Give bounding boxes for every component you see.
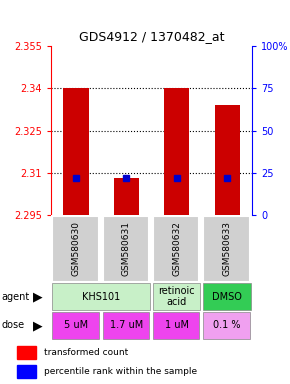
Bar: [153, 216, 200, 281]
Bar: [52, 283, 150, 310]
Bar: [17, 365, 36, 378]
Text: 0.1 %: 0.1 %: [213, 320, 241, 331]
Text: dose: dose: [1, 320, 25, 331]
Text: DMSO: DMSO: [212, 291, 242, 302]
Bar: [153, 283, 200, 310]
Text: percentile rank within the sample: percentile rank within the sample: [44, 367, 197, 376]
Bar: [153, 312, 200, 339]
Text: GSM580631: GSM580631: [122, 221, 131, 276]
Bar: [164, 88, 189, 215]
Text: ▶: ▶: [33, 319, 43, 332]
Text: KHS101: KHS101: [82, 291, 120, 302]
Text: GSM580630: GSM580630: [71, 221, 80, 276]
Text: 1 uM: 1 uM: [165, 320, 189, 331]
Text: transformed count: transformed count: [44, 348, 128, 357]
Bar: [203, 216, 250, 281]
Bar: [103, 312, 149, 339]
Bar: [17, 346, 36, 359]
Bar: [114, 179, 139, 215]
Text: 5 uM: 5 uM: [64, 320, 88, 331]
Text: 1.7 uM: 1.7 uM: [110, 320, 143, 331]
Title: GDS4912 / 1370482_at: GDS4912 / 1370482_at: [79, 30, 224, 43]
Bar: [203, 283, 251, 310]
Text: GSM580632: GSM580632: [172, 221, 181, 276]
Text: GSM580633: GSM580633: [223, 221, 232, 276]
Bar: [103, 216, 149, 281]
Bar: [52, 312, 99, 339]
Bar: [215, 105, 240, 215]
Bar: [203, 312, 250, 339]
Text: agent: agent: [1, 291, 30, 302]
Bar: [52, 216, 99, 281]
Bar: [63, 88, 88, 215]
Text: retinoic
acid: retinoic acid: [158, 286, 195, 308]
Text: ▶: ▶: [33, 290, 43, 303]
